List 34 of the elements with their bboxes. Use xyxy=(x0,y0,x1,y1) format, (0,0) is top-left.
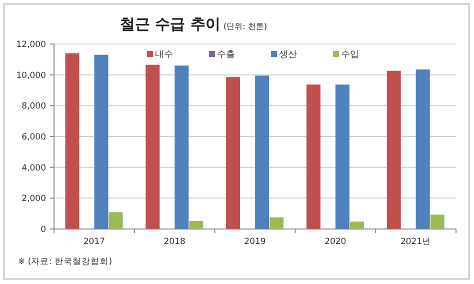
legend-label: 수입 xyxy=(341,50,359,60)
bar xyxy=(65,53,80,229)
legend-label: 생산 xyxy=(279,50,297,60)
bar xyxy=(146,64,160,229)
y-tick-label: 2,000 xyxy=(22,194,46,204)
bar xyxy=(416,69,430,229)
bar xyxy=(350,222,364,229)
y-tick-label: 8,000 xyxy=(22,102,46,112)
legend-label: 수출 xyxy=(217,50,235,60)
bar xyxy=(226,77,240,229)
text: ※ (자료: 한국철강협회) xyxy=(18,257,112,267)
x-tick-label: 2020 xyxy=(324,237,346,247)
chart-title: 철근 수급 추이 xyxy=(120,15,220,33)
y-tick-label: 4,000 xyxy=(22,163,46,174)
y-tick-label: 0 xyxy=(40,225,46,235)
chart-subtitle: (단위: 천톤) xyxy=(223,22,267,31)
y-tick-label: 10,000 xyxy=(16,70,46,81)
bar xyxy=(94,54,108,229)
bar xyxy=(108,212,123,229)
x-tick-label: 2021년 xyxy=(400,237,432,247)
bar xyxy=(189,220,204,229)
bar xyxy=(255,76,270,229)
y-tick-label: 6,000 xyxy=(22,132,46,142)
x-tick-label: 2017 xyxy=(83,237,106,247)
bar xyxy=(174,66,189,229)
bar xyxy=(306,84,320,229)
bar xyxy=(270,217,284,229)
bar xyxy=(430,214,444,229)
legend-label: 내수 xyxy=(155,50,173,60)
x-tick-label: 2019 xyxy=(244,237,266,247)
x-tick-label: 2018 xyxy=(164,237,186,247)
bar xyxy=(386,70,401,229)
bar xyxy=(335,84,350,229)
y-tick-label: 12,000 xyxy=(16,40,46,50)
